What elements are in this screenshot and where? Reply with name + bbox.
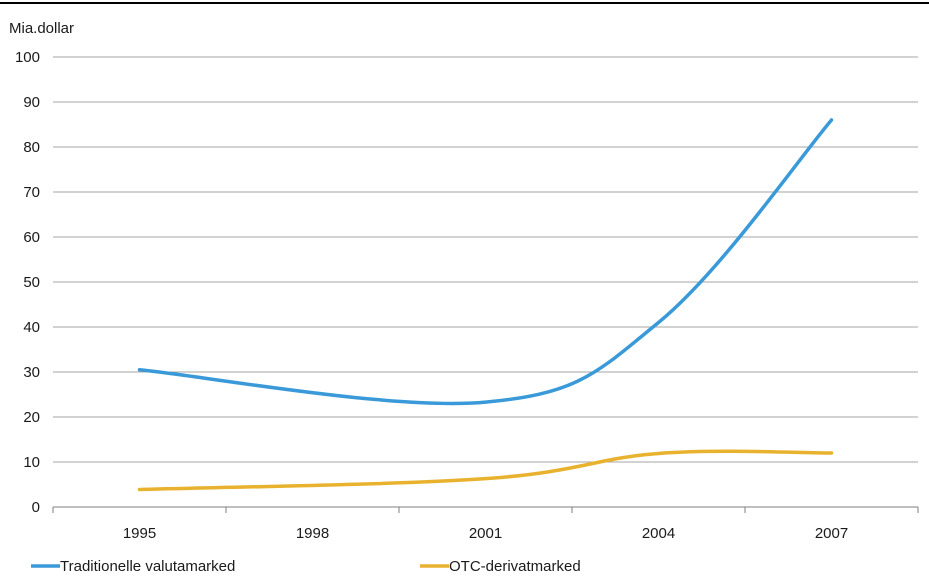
- y-axis-ticks: 0 10 20 30 40 50 60 70 80 90 100: [15, 49, 40, 516]
- x-tick-label: 2004: [642, 525, 675, 542]
- y-tick-label: 0: [32, 499, 40, 516]
- y-tick-label: 90: [23, 94, 40, 111]
- data-point: [484, 477, 487, 480]
- legend-label-0: Traditionelle valutamarked: [60, 558, 235, 574]
- y-tick-label: 30: [23, 364, 40, 381]
- data-point: [657, 321, 660, 324]
- y-tick-label: 10: [23, 454, 40, 471]
- data-point: [830, 119, 833, 122]
- series-lines: [138, 119, 833, 491]
- y-tick-label: 70: [23, 184, 40, 201]
- x-tick-label: 1995: [123, 525, 156, 542]
- data-point: [138, 488, 141, 491]
- y-unit-label: Mia.dollar: [9, 20, 74, 37]
- x-tick-label: 1998: [296, 525, 329, 542]
- legend-label-1: OTC-derivatmarked: [449, 558, 581, 574]
- data-point: [138, 368, 141, 371]
- x-tick-label: 2007: [815, 525, 848, 542]
- legend: Traditionelle valutamarked OTC-derivatmar…: [31, 558, 581, 574]
- y-tick-label: 60: [23, 229, 40, 246]
- x-axis: 1995 1998 2001 2004 2007: [53, 507, 918, 542]
- data-point: [657, 452, 660, 455]
- y-tick-label: 80: [23, 139, 40, 156]
- y-tick-label: 40: [23, 319, 40, 336]
- series-line-1: [140, 451, 832, 489]
- y-tick-label: 20: [23, 409, 40, 426]
- data-point: [830, 452, 833, 455]
- series-line-0: [140, 120, 832, 403]
- y-tick-label: 50: [23, 274, 40, 291]
- y-tick-label: 100: [15, 49, 40, 66]
- x-tick-label: 2001: [469, 525, 502, 542]
- data-point: [484, 401, 487, 404]
